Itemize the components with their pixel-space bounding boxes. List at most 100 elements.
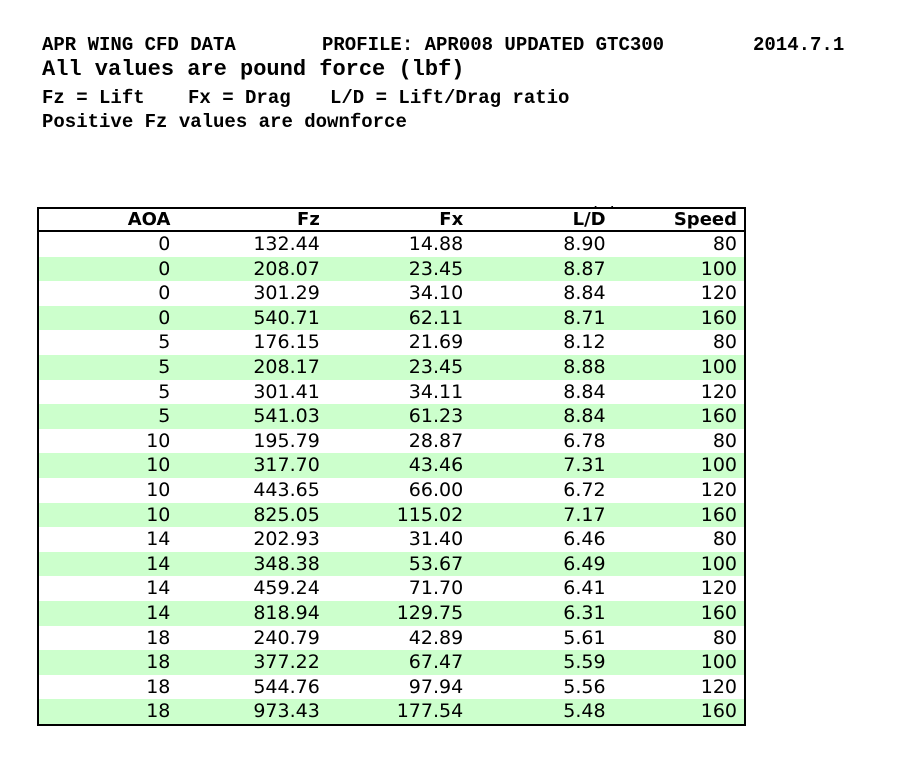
table-row: 5 541.03 61.23 8.84 160 xyxy=(38,404,745,429)
column-header-fx: Fx xyxy=(326,208,471,232)
cell: 10 xyxy=(38,477,178,503)
cell: 53.67 xyxy=(326,551,471,577)
cell: 97.94 xyxy=(326,674,471,700)
column-header-fz: Fz xyxy=(177,208,327,232)
table-row: 14 348.38 53.67 6.49 100 xyxy=(38,551,745,577)
cell: 5 xyxy=(38,330,178,355)
cell: 5 xyxy=(38,404,178,429)
table-row: 14 818.94 129.75 6.31 160 xyxy=(38,600,745,626)
cell: 6.31 xyxy=(470,600,613,626)
cell: 6.46 xyxy=(470,527,613,552)
cell: 5.48 xyxy=(470,699,613,725)
cell: 160 xyxy=(612,699,745,725)
cell: 160 xyxy=(612,305,745,331)
table-row: 0 540.71 62.11 8.71 160 xyxy=(38,305,745,331)
cell: 18 xyxy=(38,699,178,725)
cell: 301.29 xyxy=(177,281,327,306)
legend-fz: Fz = Lift xyxy=(42,87,145,109)
cell: 317.70 xyxy=(177,453,327,478)
cell: 0 xyxy=(38,281,178,306)
cell: 6.41 xyxy=(470,576,613,601)
cell: 348.38 xyxy=(177,551,327,577)
table-row: 18 240.79 42.89 5.61 80 xyxy=(38,625,745,651)
cell: 10 xyxy=(38,502,178,528)
cell: 0 xyxy=(38,305,178,331)
cell: 34.11 xyxy=(326,379,471,405)
cell: 195.79 xyxy=(177,428,327,454)
cell: 129.75 xyxy=(326,600,471,626)
table-body: 0 132.44 14.88 8.90 80 0 208.07 23.45 8.87 100 0 30… xyxy=(38,231,745,725)
cell: 10 xyxy=(38,428,178,454)
cell: 18 xyxy=(38,625,178,651)
cell: 6.49 xyxy=(470,551,613,577)
cell: 6.72 xyxy=(470,477,613,503)
cell: 8.12 xyxy=(470,330,613,355)
cell: 973.43 xyxy=(177,699,327,725)
table-row: 18 973.43 177.54 5.48 160 xyxy=(38,699,745,725)
cell: 208.07 xyxy=(177,256,327,282)
cell: 62.11 xyxy=(326,305,471,331)
cell: 6.78 xyxy=(470,428,613,454)
cell: 160 xyxy=(612,404,745,429)
doc-profile: PROFILE: APR008 UPDATED GTC300 xyxy=(322,34,665,56)
cell: 120 xyxy=(612,379,745,405)
cell: 132.44 xyxy=(177,231,327,257)
cell: 80 xyxy=(612,231,745,257)
cell: 5.59 xyxy=(470,650,613,675)
cell: 100 xyxy=(612,650,745,675)
column-header-aoa: AOA xyxy=(38,208,178,232)
cell: 208.17 xyxy=(177,354,327,380)
cell: 80 xyxy=(612,625,745,651)
column-header-speed: Speed xyxy=(612,208,745,232)
cell: 21.69 xyxy=(326,330,471,355)
cell: 825.05 xyxy=(177,502,327,528)
doc-title: APR WING CFD DATA xyxy=(42,34,236,56)
cell: 120 xyxy=(612,576,745,601)
cell: 8.90 xyxy=(470,231,613,257)
table-row: 18 377.22 67.47 5.59 100 xyxy=(38,650,745,675)
cell: 42.89 xyxy=(326,625,471,651)
cell: 541.03 xyxy=(177,404,327,429)
cell: 377.22 xyxy=(177,650,327,675)
cell: 71.70 xyxy=(326,576,471,601)
cell: 14.88 xyxy=(326,231,471,257)
cell: 8.84 xyxy=(470,379,613,405)
cell: 0 xyxy=(38,231,178,257)
table-row: 18 544.76 97.94 5.56 120 xyxy=(38,674,745,700)
cell: 80 xyxy=(612,330,745,355)
cell: 8.71 xyxy=(470,305,613,331)
cell: 43.46 xyxy=(326,453,471,478)
cell: 31.40 xyxy=(326,527,471,552)
cell: 34.10 xyxy=(326,281,471,306)
cell: 120 xyxy=(612,281,745,306)
cell: 160 xyxy=(612,600,745,626)
cell: 7.17 xyxy=(470,502,613,528)
cell: 160 xyxy=(612,502,745,528)
cell: 459.24 xyxy=(177,576,327,601)
cell: 443.65 xyxy=(177,477,327,503)
cell: 100 xyxy=(612,551,745,577)
cell: 7.31 xyxy=(470,453,613,478)
table-row: 0 208.07 23.45 8.87 100 xyxy=(38,256,745,282)
cell: 66.00 xyxy=(326,477,471,503)
cell: 18 xyxy=(38,650,178,675)
table-row: 10 443.65 66.00 6.72 120 xyxy=(38,477,745,503)
cell: 14 xyxy=(38,527,178,552)
cell: 14 xyxy=(38,576,178,601)
cell: 18 xyxy=(38,674,178,700)
cell: 5.61 xyxy=(470,625,613,651)
cell: 818.94 xyxy=(177,600,327,626)
table-row: 0 132.44 14.88 8.90 80 xyxy=(38,231,745,257)
cfd-data-table: AOA Fz Fx L/D Speed 0 132.44 14.88 8.90 80 0 2… xyxy=(37,207,746,726)
cell: 10 xyxy=(38,453,178,478)
table-row: 0 301.29 34.10 8.84 120 xyxy=(38,281,745,306)
cell: 14 xyxy=(38,600,178,626)
cell: 23.45 xyxy=(326,354,471,380)
doc-date: 2014.7.1 xyxy=(753,34,845,56)
cell: 240.79 xyxy=(177,625,327,651)
table-row: 5 176.15 21.69 8.12 80 xyxy=(38,330,745,355)
table-row: 14 459.24 71.70 6.41 120 xyxy=(38,576,745,601)
cell: 120 xyxy=(612,674,745,700)
cell: 100 xyxy=(612,256,745,282)
